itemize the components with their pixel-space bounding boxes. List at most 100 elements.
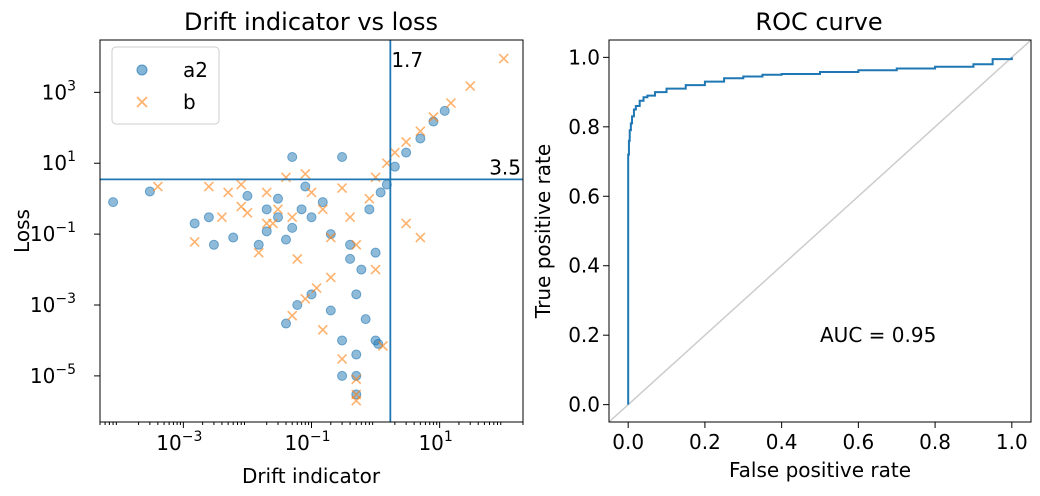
roc-y-ticks: 0.0 0.2 0.4 0.6 0.8 1.0 <box>568 45 609 417</box>
point-a2 <box>317 197 328 208</box>
x-tick-label: 0.4 <box>766 430 798 454</box>
x-tick-label: 0.0 <box>612 430 644 454</box>
horizontal-threshold-label: 3.5 <box>489 155 521 179</box>
scatter-y-ticks: 10−5 10−3 10−1 101 103 <box>30 78 100 388</box>
point-b <box>465 81 476 92</box>
point-a2 <box>337 370 348 381</box>
point-a2 <box>272 212 283 223</box>
point-b <box>337 353 348 365</box>
point-a2 <box>144 186 155 197</box>
point-a2 <box>337 151 348 162</box>
scatter-x-label: Drift indicator <box>242 464 381 488</box>
roc-axes-frame <box>608 39 1032 423</box>
point-a2 <box>364 204 375 215</box>
point-b <box>377 340 388 352</box>
point-b <box>292 253 303 264</box>
y-tick-label: 10−5 <box>30 362 76 388</box>
point-a2 <box>287 222 298 233</box>
point-a2 <box>401 147 412 158</box>
y-tick-label: 10−3 <box>30 291 76 317</box>
scatter-legend: a2 b <box>111 46 220 125</box>
point-a2 <box>439 105 450 116</box>
point-b <box>306 187 317 198</box>
y-tick-label: 10−1 <box>30 220 76 246</box>
scatter-y-label: Loss <box>10 209 34 253</box>
point-b <box>311 283 322 294</box>
scatter-x-ticks: 10−3 10−1 101 <box>99 422 524 455</box>
point-b <box>415 126 426 137</box>
point-a2 <box>108 197 119 208</box>
point-b <box>351 239 362 250</box>
scatter-title: Drift indicator vs loss <box>184 8 438 36</box>
y-tick-label: 0.6 <box>568 184 600 208</box>
point-a2 <box>351 349 362 360</box>
point-a2 <box>272 193 283 204</box>
point-b <box>325 272 336 283</box>
point-a2 <box>281 318 292 329</box>
point-a2 <box>306 289 317 300</box>
point-b <box>236 179 247 190</box>
point-a2 <box>203 212 214 223</box>
point-a2 <box>389 161 400 172</box>
y-tick-label: 0.4 <box>568 254 600 278</box>
point-b <box>345 212 356 223</box>
vertical-threshold-label: 1.7 <box>391 48 423 72</box>
x-tick-label: 101 <box>418 429 452 455</box>
point-a2 <box>261 204 272 215</box>
point-b <box>236 201 247 212</box>
x-tick-label: 0.8 <box>919 430 951 454</box>
x-tick-label: 10−3 <box>156 429 202 455</box>
roc-marks <box>608 39 1032 423</box>
legend-b-marker <box>136 96 148 108</box>
point-a2 <box>281 234 292 245</box>
diagonal-reference-line <box>608 39 1032 423</box>
point-b <box>287 310 298 321</box>
point-a2 <box>287 151 298 162</box>
point-a2 <box>345 253 356 264</box>
point-b <box>389 147 400 158</box>
point-b <box>152 181 163 192</box>
x-tick-label: 0.6 <box>842 430 874 454</box>
y-tick-label: 0.8 <box>568 115 600 139</box>
point-b <box>223 187 234 198</box>
point-a2 <box>296 204 307 215</box>
point-a2 <box>345 239 356 250</box>
point-b <box>370 264 381 275</box>
point-b <box>401 218 412 229</box>
roc-x-ticks: 0.0 0.2 0.4 0.6 0.8 1.0 <box>612 422 1028 454</box>
y-tick-label: 101 <box>42 149 76 175</box>
scatter-panel: Drift indicator vs loss 1.73.5 10−3 10−1 1… <box>10 8 524 488</box>
roc-panel: ROC curve 0.0 0.2 0.4 0.6 0.8 1.0 0.00.20.40.… <box>531 8 1032 482</box>
point-b <box>272 204 284 215</box>
point-b <box>216 212 227 223</box>
point-b <box>370 172 381 183</box>
point-b <box>300 168 311 179</box>
point-b <box>261 218 272 229</box>
legend-a2-label: a2 <box>183 58 208 82</box>
point-a2 <box>242 190 253 201</box>
legend-a2-marker <box>136 64 148 76</box>
point-a2 <box>208 239 219 250</box>
point-b <box>498 53 509 64</box>
y-tick-label: 0.2 <box>568 323 600 347</box>
point-a2 <box>228 232 239 243</box>
point-a2 <box>360 314 371 325</box>
point-a2 <box>370 247 381 258</box>
roc-curve-line <box>627 57 1013 405</box>
point-a2 <box>375 187 386 198</box>
point-a2 <box>292 300 303 311</box>
point-b <box>317 324 328 335</box>
x-tick-label: 10−1 <box>284 429 330 455</box>
point-a2 <box>356 264 367 275</box>
y-tick-label: 0.0 <box>568 393 600 417</box>
point-b <box>287 212 298 223</box>
point-b <box>317 204 328 215</box>
roc-y-label: True positive rate <box>531 144 555 319</box>
auc-annotation: AUC = 0.95 <box>820 323 936 347</box>
point-b <box>337 182 348 194</box>
point-a2 <box>189 218 200 229</box>
x-tick-label: 1.0 <box>996 430 1028 454</box>
point-b <box>325 232 336 243</box>
point-b <box>253 247 264 258</box>
